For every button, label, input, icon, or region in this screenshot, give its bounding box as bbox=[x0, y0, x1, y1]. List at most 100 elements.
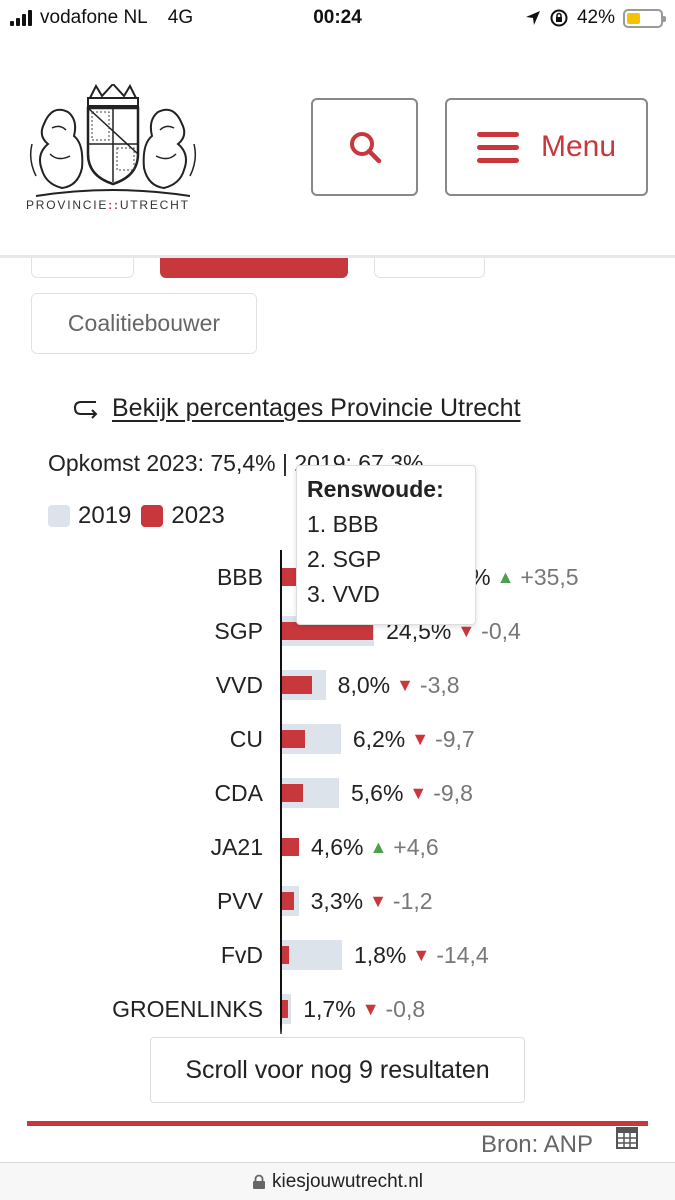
chart-row-cu[interactable]: CU 6,2% ▼ -9,7 bbox=[0, 712, 675, 766]
site-header: PROVINCIE::UTRECHT Menu bbox=[0, 36, 675, 258]
result-value: 1,8% ▼ -14,4 bbox=[354, 942, 489, 969]
party-name: CDA bbox=[214, 780, 263, 806]
percentage-label: 1,7% bbox=[303, 996, 356, 1022]
tooltip-item: 1. BBB bbox=[307, 511, 379, 537]
menu-label: Menu bbox=[540, 130, 617, 163]
province-coat-of-arms-logo[interactable] bbox=[22, 84, 204, 214]
party-name: SGP bbox=[214, 618, 263, 644]
logo-separator: :: bbox=[108, 198, 120, 212]
bar-2023 bbox=[282, 838, 300, 856]
result-value: 3,3% ▼ -1,2 bbox=[311, 888, 433, 915]
percentage-label: 1,8% bbox=[353, 942, 407, 968]
bar-2023 bbox=[282, 730, 305, 748]
bar-2023 bbox=[282, 622, 373, 640]
table-icon[interactable] bbox=[616, 1127, 638, 1149]
battery-fill bbox=[627, 12, 641, 24]
status-right: 42% bbox=[525, 7, 666, 29]
triangle-down-icon: ▼ bbox=[361, 999, 380, 1019]
percentage-label: 3,3% bbox=[310, 888, 364, 914]
menu-button[interactable]: Menu bbox=[445, 98, 648, 196]
bar-2023 bbox=[282, 892, 295, 910]
chart-row-vvd[interactable]: VVD 8,0% ▼ -3,8 bbox=[0, 658, 675, 712]
change-label: -14,4 bbox=[436, 942, 489, 968]
legend-swatch-2019 bbox=[48, 505, 70, 527]
change-label: +4,6 bbox=[393, 834, 439, 860]
triangle-down-icon: ▼ bbox=[409, 783, 428, 803]
percentage-label: 8,0% bbox=[337, 672, 391, 698]
triangle-down-icon: ▼ bbox=[369, 891, 387, 911]
party-name: CU bbox=[229, 726, 263, 752]
chart-row-cda[interactable]: CDA 5,6% ▼ -9,8 bbox=[0, 766, 675, 820]
percentage-label: 5,6% bbox=[350, 780, 404, 806]
legend-swatch-2023 bbox=[141, 505, 164, 527]
tooltip-title: Renswoude: bbox=[307, 476, 444, 502]
lock-icon bbox=[252, 1174, 265, 1189]
triangle-down-icon: ▼ bbox=[412, 945, 431, 965]
network-type: 4G bbox=[167, 7, 194, 28]
tab-hidden-3[interactable] bbox=[374, 258, 485, 278]
result-value: 8,0% ▼ -3,8 bbox=[338, 672, 460, 699]
party-name: JA21 bbox=[210, 834, 263, 860]
change-label: -1,2 bbox=[392, 888, 433, 914]
logo-word-utrecht: UTRECHT bbox=[119, 198, 190, 212]
tab-coalitiebouwer[interactable]: Coalitiebouwer bbox=[31, 293, 257, 354]
link-label[interactable]: Bekijk percentages Provincie Utrecht bbox=[112, 394, 521, 422]
chart-row-groenlinks[interactable]: GROENLINKS 1,7% ▼ -0,8 bbox=[0, 982, 675, 1036]
party-name: VVD bbox=[215, 672, 263, 698]
chart-axis bbox=[280, 550, 282, 1034]
location-arrow-icon bbox=[525, 11, 540, 25]
change-label: -3,8 bbox=[419, 672, 460, 698]
percentage-label: 4,6% bbox=[311, 834, 364, 860]
search-button[interactable] bbox=[311, 98, 418, 196]
view-province-percentages-link[interactable]: Bekijk percentages Provincie Utrecht bbox=[72, 394, 521, 423]
search-icon bbox=[349, 132, 381, 164]
signal-icon bbox=[10, 10, 32, 26]
triangle-down-icon: ▼ bbox=[457, 621, 476, 641]
url-text: kiesjouwutrecht.nl bbox=[271, 1170, 424, 1192]
logo-wordmark: PROVINCIE::UTRECHT bbox=[26, 198, 190, 212]
legend-item-2019[interactable]: 2019 bbox=[48, 502, 131, 530]
change-label: +35,5 bbox=[520, 564, 579, 590]
logo-word-provincie: PROVINCIE bbox=[26, 198, 109, 212]
change-label: -0,4 bbox=[481, 618, 521, 644]
chart-divider bbox=[27, 1121, 648, 1126]
triangle-down-icon: ▼ bbox=[411, 729, 430, 749]
chart-row-fvd[interactable]: FvD 1,8% ▼ -14,4 bbox=[0, 928, 675, 982]
party-name: BBB bbox=[216, 564, 263, 590]
hamburger-icon bbox=[476, 131, 519, 163]
change-label: -9,7 bbox=[435, 726, 475, 752]
percentage-label: 6,2% bbox=[352, 726, 406, 752]
bar-2023 bbox=[282, 784, 303, 802]
legend-label-2023: 2023 bbox=[171, 502, 225, 529]
battery-icon bbox=[623, 8, 666, 28]
return-arrow-icon bbox=[73, 400, 98, 419]
source-label: Bron: ANP bbox=[480, 1131, 593, 1158]
result-value: 1,7% ▼ -0,8 bbox=[303, 996, 425, 1023]
tooltip-item: 2. SGP bbox=[307, 546, 382, 572]
change-label: -9,8 bbox=[433, 780, 473, 806]
carrier-name: vodafone NL bbox=[40, 7, 148, 28]
bar-2023 bbox=[282, 1000, 289, 1018]
scroll-more-results-button[interactable]: Scroll voor nog 9 resultaten bbox=[150, 1037, 525, 1103]
result-value: 6,2% ▼ -9,7 bbox=[353, 726, 475, 753]
party-name: FvD bbox=[220, 942, 263, 968]
legend-item-2023[interactable]: 2023 bbox=[141, 502, 225, 530]
chart-row-pvv[interactable]: PVV 3,3% ▼ -1,2 bbox=[0, 874, 675, 928]
status-left: vodafone NL 4G bbox=[10, 7, 193, 29]
bar-2023 bbox=[282, 946, 289, 964]
chart-legend: 2019 2023 bbox=[48, 502, 235, 530]
triangle-up-icon: ▲ bbox=[496, 567, 515, 587]
browser-url-bar[interactable]: kiesjouwutrecht.nl bbox=[0, 1162, 675, 1200]
result-value: 4,6% ▲ +4,6 bbox=[311, 834, 439, 861]
triangle-down-icon: ▼ bbox=[396, 675, 414, 695]
tab-hidden-active[interactable] bbox=[160, 258, 348, 278]
bar-2023 bbox=[282, 676, 312, 694]
tab-hidden-1[interactable] bbox=[31, 258, 134, 278]
change-label: -0,8 bbox=[385, 996, 426, 1022]
battery-percent: 42% bbox=[576, 7, 615, 28]
bar-2019 bbox=[282, 940, 342, 970]
rotation-lock-icon bbox=[550, 9, 568, 27]
chart-row-ja21[interactable]: JA21 4,6% ▲ +4,6 bbox=[0, 820, 675, 874]
legend-label-2019: 2019 bbox=[78, 502, 132, 529]
party-name: PVV bbox=[216, 888, 263, 914]
